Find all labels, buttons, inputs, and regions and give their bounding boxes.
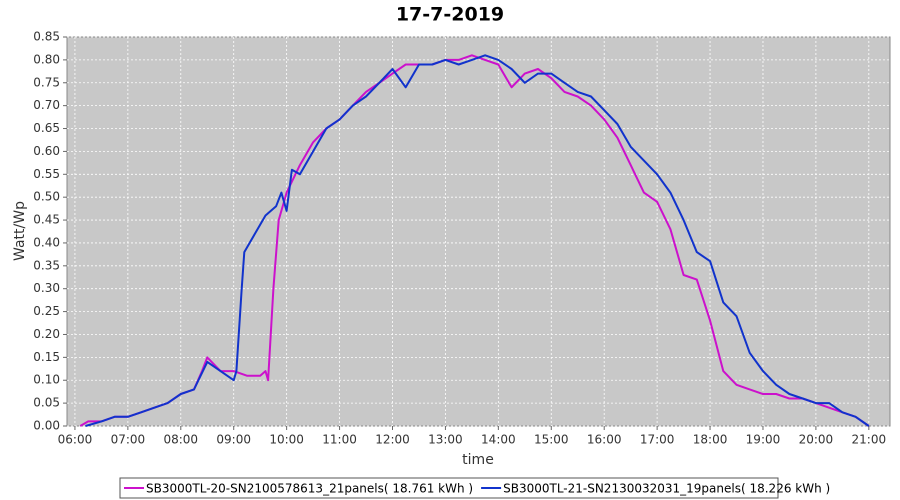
y-tick-label: 0.30 (33, 281, 60, 295)
y-tick-label: 0.55 (33, 167, 60, 181)
y-tick-label: 0.45 (33, 213, 60, 227)
x-tick-label: 21:00 (852, 433, 887, 447)
y-tick-label: 0.75 (33, 75, 60, 89)
chart-title: 17-7-2019 (396, 4, 504, 26)
y-tick-label: 0.50 (33, 190, 60, 204)
x-tick-label: 14:00 (481, 433, 516, 447)
x-tick-label: 10:00 (269, 433, 304, 447)
y-tick-label: 0.60 (33, 144, 60, 158)
y-tick-label: 0.40 (33, 235, 60, 249)
y-tick-label: 0.35 (33, 258, 60, 272)
y-tick-label: 0.10 (33, 373, 60, 387)
y-tick-label: 0.65 (33, 121, 60, 135)
y-tick-label: 0.20 (33, 327, 60, 341)
y-tick-label: 0.25 (33, 304, 60, 318)
x-tick-label: 13:00 (428, 433, 463, 447)
x-tick-label: 08:00 (163, 433, 198, 447)
x-tick-label: 09:00 (216, 433, 251, 447)
plot-area (66, 36, 891, 427)
legend-text: SB3000TL-21-SN2130032031_19panels( 18.22… (503, 482, 830, 496)
x-tick-label: 11:00 (322, 433, 357, 447)
x-tick-label: 20:00 (799, 433, 834, 447)
y-tick-label: 0.80 (33, 52, 60, 66)
y-tick-label: 0.15 (33, 350, 60, 364)
x-tick-label: 06:00 (58, 433, 93, 447)
series-line (85, 54, 870, 427)
x-tick-label: 12:00 (375, 433, 410, 447)
y-tick-label: 0.00 (33, 419, 60, 433)
y-tick-label: 0.05 (33, 396, 60, 410)
x-tick-label: 16:00 (587, 433, 622, 447)
x-tick-label: 15:00 (534, 433, 569, 447)
x-axis-label: time (462, 452, 494, 468)
legend-box (119, 477, 779, 499)
x-tick-label: 19:00 (746, 433, 781, 447)
x-tick-label: 07:00 (111, 433, 146, 447)
y-tick-label: 0.85 (33, 30, 60, 44)
y-axis-label: Watt/Wp (12, 201, 28, 261)
y-tick-label: 0.70 (33, 98, 60, 112)
x-tick-label: 18:00 (693, 433, 728, 447)
x-tick-label: 17:00 (640, 433, 675, 447)
legend-text: SB3000TL-20-SN2100578613_21panels( 18.76… (146, 482, 473, 496)
